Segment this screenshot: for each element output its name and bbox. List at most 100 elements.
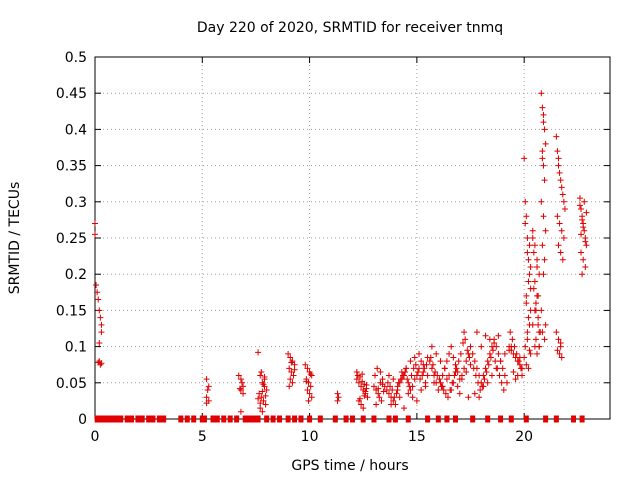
data-point [437,358,444,365]
zero-data-point [317,415,323,423]
data-point [535,314,542,321]
zero-data-point [227,415,233,423]
data-point [541,126,548,133]
data-point [579,216,586,223]
data-point [240,390,247,397]
zero-data-point [485,415,491,423]
zero-data-point [579,415,585,423]
data-point [524,235,531,241]
zero-data-point [371,415,377,423]
y-axis-label: SRMTID / TECUs [7,182,23,295]
y-tick-label: 0.4 [65,122,87,138]
data-point [288,368,295,375]
data-point [583,209,590,216]
data-point [499,365,506,372]
data-point [287,376,294,383]
zero-data-point [247,415,252,423]
data-point [420,368,427,375]
data-point [556,169,563,176]
zero-data-point [150,415,156,423]
data-point [539,104,546,111]
data-point [529,321,536,328]
zero-data-point [553,415,559,423]
data-point [255,395,262,402]
data-point [523,213,530,220]
data-point [534,256,541,263]
data-point [582,263,589,270]
data-point [531,278,538,285]
zero-data-point [277,415,283,423]
data-point [529,227,536,234]
data-point [477,387,484,394]
data-point [375,385,382,392]
data-point [291,361,298,368]
zero-data-point [201,415,207,423]
zero-data-point [360,415,366,423]
data-point [504,379,510,386]
data-point [361,392,368,399]
data-point [531,307,538,314]
data-point [406,383,413,390]
data-point [522,198,529,205]
data-point [362,388,369,395]
data-point [360,405,367,412]
data-point [487,354,494,361]
zero-data-point [444,415,450,423]
data-point [92,220,98,227]
data-point [484,358,491,365]
data-point [405,390,412,397]
data-point [203,400,210,407]
data-point [373,401,380,408]
data-point [538,307,545,314]
data-point [334,397,341,404]
data-point [582,238,589,245]
data-point [525,314,532,321]
data-point [377,368,384,375]
data-point [526,347,533,354]
data-point [237,408,244,415]
data-point [523,292,530,299]
data-point [521,155,528,162]
data-point [540,119,547,126]
data-point [302,361,309,368]
data-point [523,361,530,368]
data-point [92,231,98,238]
data-point [431,379,438,386]
data-point [259,388,266,395]
data-point [426,358,433,365]
data-point [530,285,537,292]
data-point [493,365,500,372]
data-point [308,394,315,401]
data-point [285,350,292,357]
data-point [560,198,567,205]
data-point [429,361,436,368]
zero-data-point [94,415,100,423]
zero-data-point [332,415,338,423]
data-point [524,336,531,343]
zero-data-point [103,415,109,423]
data-point [455,358,462,365]
data-point [443,358,450,365]
data-point [462,336,469,343]
zero-data-point [178,415,184,423]
data-point [532,300,539,307]
data-point [471,358,478,365]
data-point [541,336,548,343]
data-point [287,354,294,361]
grid-lines [95,57,610,419]
data-point [461,365,468,372]
data-point [534,350,541,357]
data-point [554,347,561,354]
data-point [524,249,531,256]
data-point [558,184,565,191]
data-point [304,387,311,394]
data-point [389,387,396,394]
data-point [524,329,531,336]
data-point [385,372,392,379]
data-point [259,408,266,415]
data-point [96,358,103,365]
data-point [542,140,549,147]
data-point [260,381,267,388]
data-point [393,390,400,397]
zero-data-point [435,415,441,423]
